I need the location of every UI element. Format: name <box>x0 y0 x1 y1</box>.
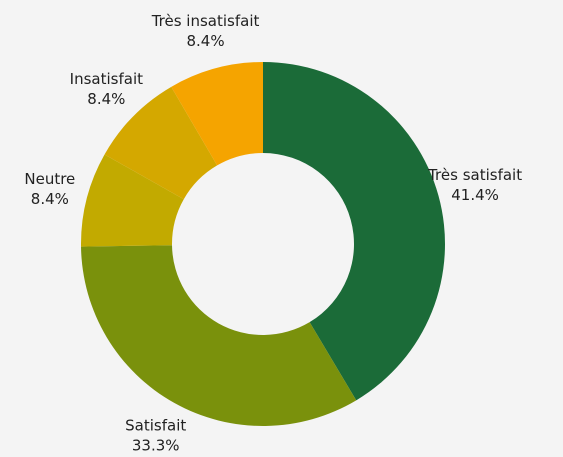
slice-value: 33.3% <box>132 437 180 455</box>
donut-slice <box>104 86 218 200</box>
slice-value: 8.4% <box>87 90 125 108</box>
slice-label: Très insatisfait <box>151 12 260 30</box>
donut-slice <box>81 245 357 426</box>
donut-slice <box>263 62 446 401</box>
slice-value: 8.4% <box>31 190 69 208</box>
slice-label: Satisfait <box>125 417 186 435</box>
slice-label: Très satisfait <box>427 166 522 184</box>
slice-value: 8.4% <box>187 32 225 50</box>
slice-label: Insatisfait <box>70 70 143 88</box>
donut-slice <box>81 154 184 247</box>
donut-slice <box>171 62 263 166</box>
slice-label: Neutre <box>24 170 75 188</box>
slice-value: 41.4% <box>451 186 499 204</box>
